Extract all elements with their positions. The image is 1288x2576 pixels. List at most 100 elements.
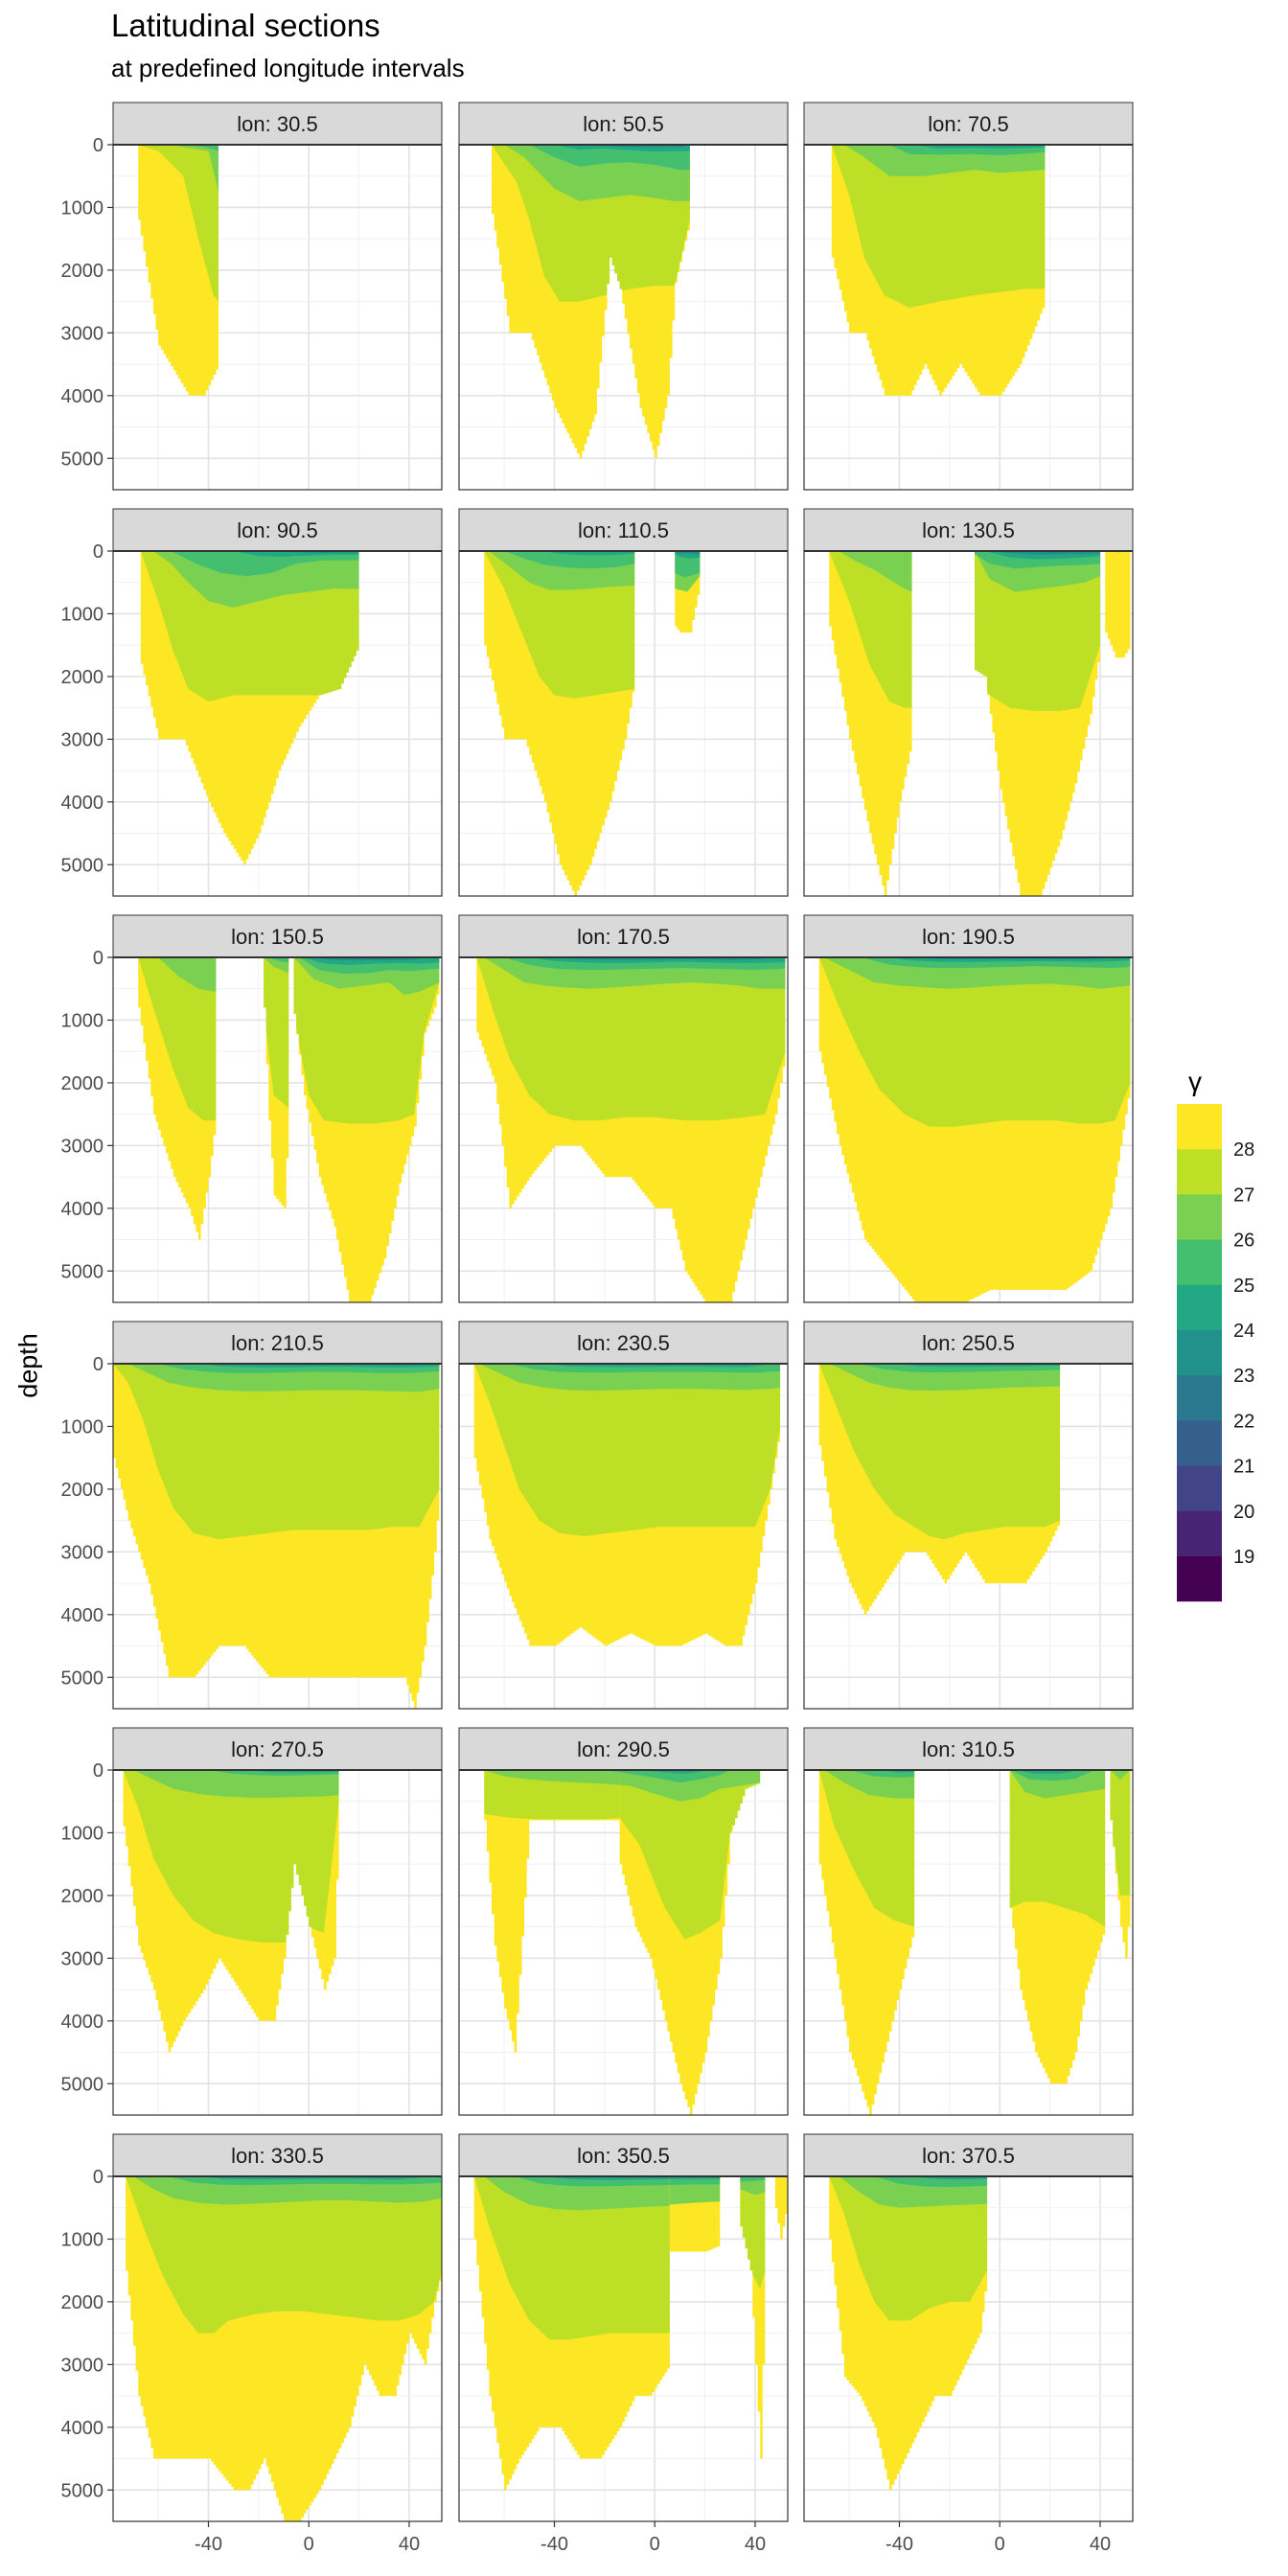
- panel: lon: 370.5 -40 0 40: [803, 2133, 1134, 2555]
- legend-label: 25: [1233, 1276, 1254, 1297]
- facet-label: lon: 310.5: [922, 1737, 1015, 1761]
- isopycnal-fill-27: [818, 1364, 1061, 1540]
- facet-label: lon: 370.5: [922, 2144, 1015, 2168]
- panel-border: [112, 2175, 443, 2522]
- legend-label: 22: [1233, 1411, 1254, 1432]
- panel: lon: 50.5: [458, 102, 789, 491]
- isopycnal-fill-27: [138, 957, 217, 1121]
- panel: lon: 30.5 0 1000 2000 3000 4000 5000: [61, 102, 443, 491]
- facet-label: lon: 350.5: [577, 2144, 670, 2168]
- isopycnal-fill-25: [268, 957, 289, 963]
- isopycnal-fill-26: [839, 551, 912, 592]
- facet-strip: [803, 1727, 1134, 1771]
- legend-label: 21: [1233, 1457, 1254, 1478]
- isopycnal-fill-25: [171, 551, 359, 577]
- x-tick-label: 0: [650, 2534, 660, 2555]
- y-tick-label: 2000: [61, 667, 104, 688]
- panel: lon: 150.5 0 1000 2000 3000 4000 5000: [61, 914, 443, 1303]
- y-tick-label: 4000: [61, 793, 104, 814]
- y-tick-label: 1000: [61, 604, 104, 625]
- x-tick-label: -40: [195, 2534, 222, 2555]
- isopycnal-fill-25: [740, 2176, 766, 2182]
- y-tick-label: 3000: [61, 1542, 104, 1563]
- isopycnal-fill-27: [126, 2176, 442, 2334]
- facet-strip: [803, 1321, 1134, 1365]
- chart-title: Latitudinal sections: [111, 8, 380, 43]
- facet-label: lon: 70.5: [928, 112, 1008, 136]
- isopycnal-fill-27: [831, 145, 1046, 309]
- isopycnal-fill-27: [818, 1770, 915, 1927]
- isopycnal-fill-27: [829, 2176, 988, 2321]
- facet-label: lon: 150.5: [231, 925, 324, 949]
- y-tick-label: 0: [93, 2167, 104, 2188]
- facet-strip: [112, 1321, 443, 1365]
- facet-label: lon: 190.5: [922, 925, 1015, 949]
- x-tick-label: 40: [399, 2534, 420, 2555]
- isopycnal-fill-27: [264, 957, 289, 1109]
- y-tick-label: 0: [93, 948, 104, 969]
- legend-swatch-23: [1177, 1330, 1222, 1376]
- y-tick-label: 5000: [61, 1261, 104, 1282]
- isopycnal-fill-27: [473, 1364, 781, 1536]
- facet-label: lon: 330.5: [231, 2144, 324, 2168]
- panel: lon: 190.5: [803, 914, 1134, 1303]
- panel-border: [803, 1363, 1134, 1710]
- legend-swatch-21: [1177, 1420, 1222, 1467]
- y-tick-label: 2000: [61, 1480, 104, 1501]
- isopycnal-fill-26: [1110, 1770, 1131, 1780]
- isopycnal-fill-27: [829, 551, 912, 708]
- isopycnal-fill-26: [484, 1770, 620, 1785]
- facet-strip: [112, 914, 443, 958]
- facet-strip: [458, 508, 789, 552]
- panel-border: [458, 144, 789, 491]
- isopycnal-fill-26: [158, 957, 217, 992]
- panel: lon: 250.5: [803, 1321, 1134, 1710]
- panel-border: [803, 2175, 1134, 2522]
- panel: lon: 130.5: [803, 508, 1134, 897]
- panel-border: [112, 550, 443, 897]
- facet-strip: [803, 914, 1134, 958]
- legend-label: 20: [1233, 1502, 1254, 1523]
- panel: lon: 210.5 0 1000 2000 3000 4000 5000: [61, 1321, 443, 1710]
- panel: lon: 290.5: [458, 1727, 789, 2116]
- facet-label: lon: 230.5: [577, 1331, 670, 1355]
- y-tick-label: 3000: [61, 1948, 104, 1969]
- facet-strip: [458, 1727, 789, 1771]
- panel-border: [458, 1363, 789, 1710]
- y-tick-label: 1000: [61, 1823, 104, 1844]
- y-tick-label: 1000: [61, 197, 104, 218]
- legend-swatch-28: [1177, 1104, 1222, 1150]
- panel-border: [112, 144, 443, 491]
- facet-strip: [458, 102, 789, 146]
- isopycnal-fill-27: [1009, 1770, 1106, 1927]
- panel-border: [803, 144, 1134, 491]
- legend-swatch-25: [1177, 1239, 1222, 1286]
- legend-swatch-20: [1177, 1465, 1222, 1512]
- panel: lon: 310.5: [803, 1727, 1134, 2116]
- y-tick-label: 3000: [61, 323, 104, 344]
- y-tick-label: 4000: [61, 2012, 104, 2033]
- facet-label: lon: 90.5: [237, 518, 317, 542]
- y-tick-label: 0: [93, 1354, 104, 1375]
- panel-border: [112, 956, 443, 1303]
- y-tick-label: 2000: [61, 2292, 104, 2313]
- panel-border: [458, 2175, 789, 2522]
- y-tick-label: 3000: [61, 1136, 104, 1157]
- isopycnal-fill-27: [113, 1364, 440, 1540]
- legend-label: 24: [1233, 1321, 1254, 1342]
- isopycnal-fill-27: [473, 2176, 670, 2340]
- y-tick-label: 3000: [61, 2355, 104, 2376]
- y-tick-label: 5000: [61, 855, 104, 876]
- panel-border: [458, 956, 789, 1303]
- x-tick-label: -40: [886, 2534, 913, 2555]
- facet-strip: [803, 508, 1134, 552]
- panel-border: [112, 1363, 443, 1710]
- isopycnal-fill-27: [123, 1770, 310, 1943]
- facet-strip: [112, 102, 443, 146]
- panel-border: [803, 1769, 1134, 2116]
- isopycnal-fill-26: [132, 1770, 339, 1798]
- x-tick-label: 0: [995, 2534, 1005, 2555]
- section-fill-28: [484, 1770, 620, 2053]
- facet-label: lon: 270.5: [231, 1737, 324, 1761]
